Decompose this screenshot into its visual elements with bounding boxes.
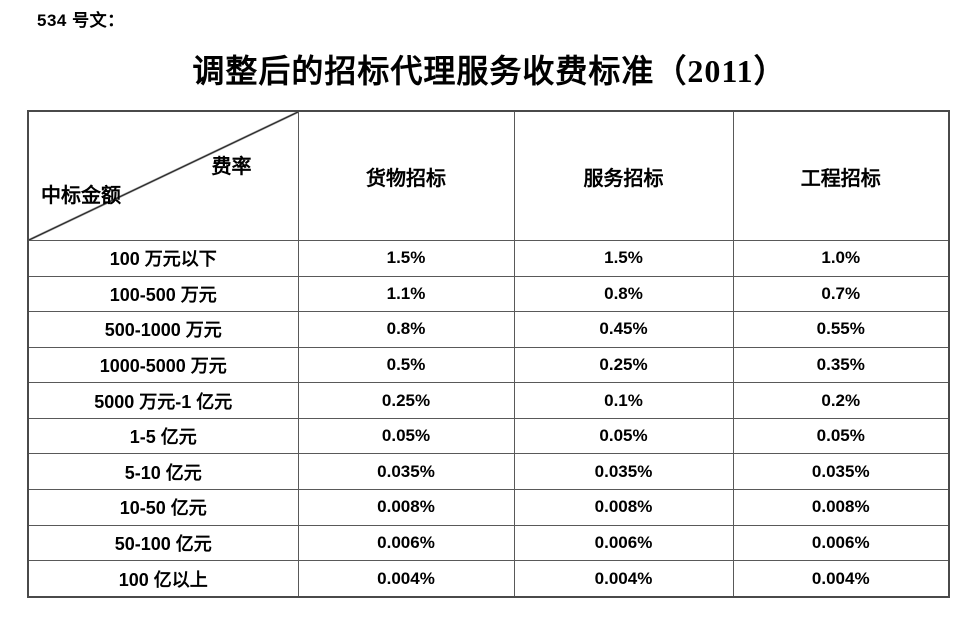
rate-cell: 0.2%	[732, 382, 950, 419]
row-label: 100 万元以下	[27, 240, 299, 277]
rate-cell: 0.004%	[513, 560, 734, 598]
header-row: 费率 中标金额 货物招标 服务招标 工程招标	[27, 110, 950, 241]
row-label: 1-5 亿元	[27, 417, 299, 455]
row-label: 50-100 亿元	[27, 524, 299, 562]
diagonal-divider-line	[29, 112, 298, 240]
rate-cell: 0.035%	[297, 453, 515, 491]
row-label: 100-500 万元	[27, 275, 299, 313]
rate-cell: 0.35%	[732, 346, 950, 384]
row-label: 1000-5000 万元	[27, 346, 299, 384]
table-row: 5000 万元-1 亿元 0.25% 0.1% 0.2%	[27, 382, 950, 419]
row-label: 100 亿以上	[27, 560, 299, 598]
rate-cell: 0.25%	[513, 346, 734, 384]
rate-cell: 0.05%	[513, 417, 734, 455]
row-label: 500-1000 万元	[27, 311, 299, 348]
table-row: 10-50 亿元 0.008% 0.008% 0.008%	[27, 489, 950, 526]
column-header-goods-tender: 货物招标	[297, 110, 515, 241]
table-row: 100-500 万元 1.1% 0.8% 0.7%	[27, 275, 950, 313]
rate-cell: 1.5%	[513, 240, 734, 277]
rate-cell: 0.004%	[297, 560, 515, 598]
rate-cell: 0.8%	[297, 311, 515, 348]
fee-rate-table: 费率 中标金额 货物招标 服务招标 工程招标 100 万元以下 1.5% 1.5…	[27, 110, 950, 598]
table-row: 100 亿以上 0.004% 0.004% 0.004%	[27, 560, 950, 598]
rate-cell: 0.45%	[513, 311, 734, 348]
rate-cell: 0.004%	[732, 560, 950, 598]
rate-cell: 0.035%	[732, 453, 950, 491]
rate-cell: 0.05%	[732, 417, 950, 455]
column-header-service-tender: 服务招标	[513, 110, 734, 241]
rate-cell: 0.008%	[513, 489, 734, 526]
column-header-engineering-tender: 工程招标	[732, 110, 950, 241]
rate-cell: 0.008%	[297, 489, 515, 526]
rate-cell: 0.5%	[297, 346, 515, 384]
rate-cell: 0.035%	[513, 453, 734, 491]
rate-cell: 1.0%	[732, 240, 950, 277]
rate-cell: 0.7%	[732, 275, 950, 313]
table-row: 1000-5000 万元 0.5% 0.25% 0.35%	[27, 346, 950, 384]
table-row: 500-1000 万元 0.8% 0.45% 0.55%	[27, 311, 950, 348]
row-label: 10-50 亿元	[27, 489, 299, 526]
rate-cell: 0.006%	[513, 524, 734, 562]
rate-cell: 0.006%	[297, 524, 515, 562]
table-row: 1-5 亿元 0.05% 0.05% 0.05%	[27, 417, 950, 455]
rate-cell: 1.1%	[297, 275, 515, 313]
rate-cell: 0.55%	[732, 311, 950, 348]
table-row: 5-10 亿元 0.035% 0.035% 0.035%	[27, 453, 950, 491]
corner-label-rate: 费率	[211, 156, 252, 178]
doc-number-label: 534 号文：	[37, 11, 125, 30]
rate-cell: 0.05%	[297, 417, 515, 455]
page-title: 调整后的招标代理服务收费标准（2011）	[192, 53, 787, 89]
table-row: 50-100 亿元 0.006% 0.006% 0.006%	[27, 524, 950, 562]
corner-label-bid-amount: 中标金额	[41, 185, 121, 207]
rate-cell: 0.25%	[297, 382, 515, 419]
rate-cell: 0.008%	[732, 489, 950, 526]
corner-header-cell: 费率 中标金额	[27, 110, 299, 241]
rate-cell: 1.5%	[297, 240, 515, 277]
row-label: 5-10 亿元	[27, 453, 299, 491]
rate-cell: 0.006%	[732, 524, 950, 562]
row-label: 5000 万元-1 亿元	[27, 382, 299, 419]
rate-cell: 0.1%	[513, 382, 734, 419]
table-row: 100 万元以下 1.5% 1.5% 1.0%	[27, 240, 950, 277]
rate-cell: 0.8%	[513, 275, 734, 313]
